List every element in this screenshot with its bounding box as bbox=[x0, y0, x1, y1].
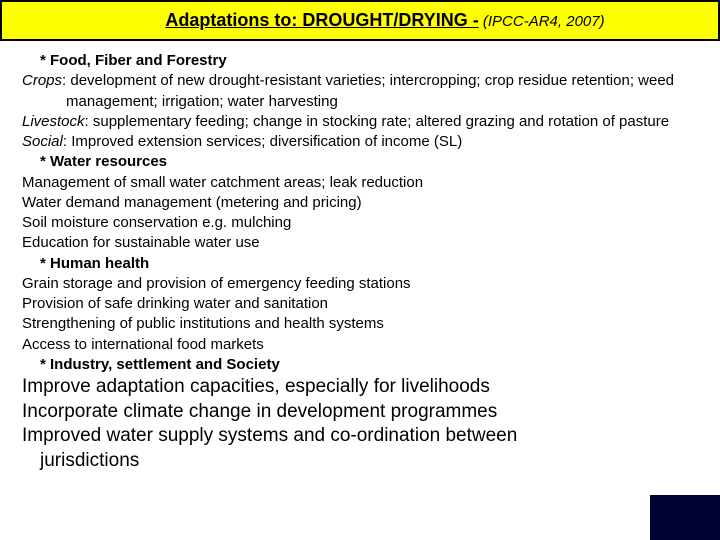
section-water-header: * Water resources bbox=[40, 152, 698, 172]
title-sub: (IPCC-AR4, 2007) bbox=[479, 13, 605, 30]
livestock-line: Livestock: supplementary feeding; change… bbox=[22, 112, 698, 132]
crops-lead: Crops bbox=[22, 72, 62, 89]
slide: Adaptations to: DROUGHT/DRYING - (IPCC-A… bbox=[0, 0, 720, 540]
health-l4: Access to international food markets bbox=[22, 335, 698, 355]
industry-l1: Improve adaptation capacities, especiall… bbox=[22, 375, 698, 400]
section-health-header: * Human health bbox=[40, 254, 698, 274]
corner-decoration bbox=[650, 495, 720, 540]
industry-l4: jurisdictions bbox=[22, 449, 698, 474]
social-text: : Improved extension services; diversifi… bbox=[63, 133, 462, 150]
industry-l2: Incorporate climate change in developmen… bbox=[22, 400, 698, 425]
section-industry-header: * Industry, settlement and Society bbox=[40, 355, 698, 375]
water-l2: Water demand management (metering and pr… bbox=[22, 193, 698, 213]
crops-line: Crops: development of new drought-resist… bbox=[22, 71, 698, 112]
industry-l3: Improved water supply systems and co-ord… bbox=[22, 424, 698, 449]
title-main: Adaptations to: DROUGHT/DRYING - bbox=[165, 10, 478, 30]
livestock-lead: Livestock bbox=[22, 113, 85, 130]
health-l3: Strengthening of public institutions and… bbox=[22, 314, 698, 334]
social-line: Social: Improved extension services; div… bbox=[22, 132, 698, 152]
health-l1: Grain storage and provision of emergency… bbox=[22, 274, 698, 294]
section-food-header: * Food, Fiber and Forestry bbox=[40, 51, 698, 71]
health-l2: Provision of safe drinking water and san… bbox=[22, 294, 698, 314]
water-l3: Soil moisture conservation e.g. mulching bbox=[22, 213, 698, 233]
social-lead: Social bbox=[22, 133, 63, 150]
water-l1: Management of small water catchment area… bbox=[22, 173, 698, 193]
content: * Food, Fiber and Forestry Crops: develo… bbox=[0, 41, 720, 474]
water-l4: Education for sustainable water use bbox=[22, 233, 698, 253]
livestock-text: : supplementary feeding; change in stock… bbox=[85, 113, 670, 130]
title-bar: Adaptations to: DROUGHT/DRYING - (IPCC-A… bbox=[0, 0, 720, 41]
crops-text: : development of new drought-resistant v… bbox=[62, 72, 674, 109]
